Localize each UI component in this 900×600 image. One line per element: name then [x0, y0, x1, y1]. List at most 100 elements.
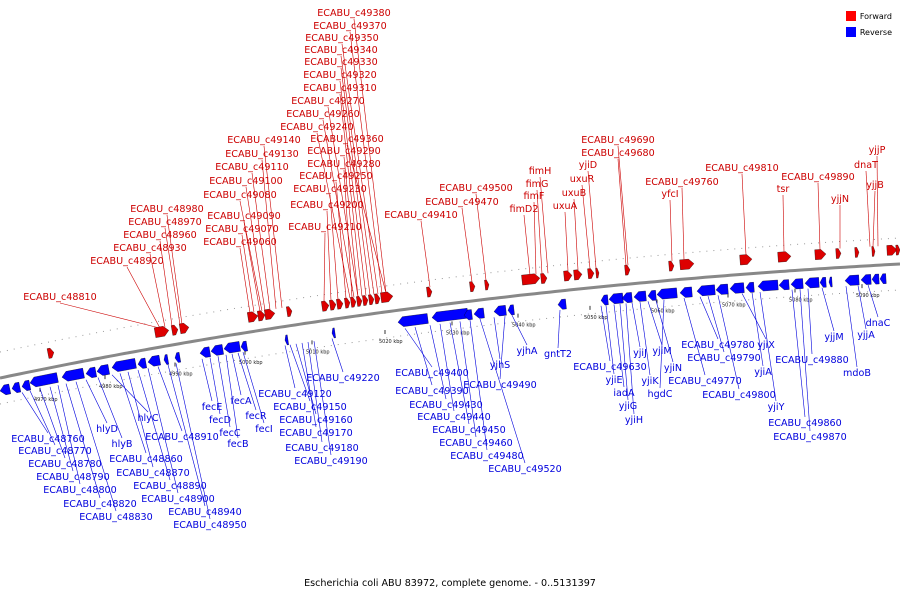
reverse-gene-label: ECABU_c48870: [116, 468, 190, 479]
forward-gene-label: ECABU_c49680: [581, 148, 655, 159]
reverse-gene-arrow: [331, 327, 336, 339]
label-leader-line: [799, 289, 811, 432]
forward-gene-label: ECABU_c49310: [303, 83, 377, 94]
reverse-gene-arrow: [819, 277, 827, 288]
reverse-gene-label: hlyC: [137, 413, 158, 424]
label-leader-line: [475, 193, 487, 281]
label-leader-line: [301, 342, 317, 428]
reverse-gene-arrow: [647, 290, 657, 301]
reverse-gene-arrow: [656, 287, 678, 300]
reverse-gene-label: yjiM: [652, 346, 671, 357]
reverse-gene-arrow: [844, 274, 860, 286]
tick-label: 5060 kbp: [651, 308, 675, 314]
legend-label-reverse: Reverse: [859, 27, 892, 37]
forward-gene-label: ECABU_c49760: [645, 177, 719, 188]
forward-gene-label: fimF: [524, 191, 545, 202]
label-leader-line: [523, 214, 531, 276]
reverse-gene-arrow: [729, 282, 745, 294]
reverse-gene-label: ECABU_c48760: [11, 434, 85, 445]
label-leader-line: [459, 321, 477, 438]
reverse-gene-arrow: [679, 286, 693, 298]
forward-gene-label: ECABU_c49270: [291, 96, 365, 107]
tick-label: 4990 kbp: [169, 371, 193, 377]
forward-gene-arrow: [178, 322, 190, 334]
reverse-gene-label: yjjA: [857, 330, 875, 341]
forward-gene-label: ECABU_c49110: [215, 162, 289, 173]
forward-gene-label: ECABU_c49690: [581, 135, 655, 146]
label-leader-line: [346, 144, 387, 293]
forward-gene-arrow: [595, 267, 600, 279]
forward-gene-label: yjjN: [831, 194, 849, 205]
label-leader-line: [404, 328, 433, 368]
forward-gene-arrow: [668, 260, 675, 272]
reverse-gene-label: fecE: [202, 402, 223, 413]
forward-gene-arrow: [286, 306, 293, 317]
reverse-gene-arrow: [633, 290, 647, 302]
label-leader-line: [97, 377, 123, 439]
label-leader-line: [479, 318, 526, 464]
label-leader-line: [49, 386, 74, 472]
reverse-gene-label: ECABU_c48780: [28, 459, 102, 470]
reverse-gene-arrow: [111, 358, 137, 372]
label-leader-line: [329, 194, 339, 300]
reverse-gene-label: ECABU_c49190: [294, 456, 368, 467]
reverse-gene-arrow: [61, 367, 85, 382]
label-leader-line: [817, 182, 821, 250]
reverse-gene-arrow: [240, 340, 248, 352]
reverse-gene-label: ECABU_c49180: [285, 443, 359, 454]
label-leader-line: [111, 374, 149, 413]
label-leader-line: [225, 354, 239, 439]
label-leader-line: [239, 200, 263, 312]
reverse-gene-label: yjiJ: [633, 348, 647, 359]
reverse-gene-label: yjiK: [641, 376, 659, 387]
label-leader-line: [201, 358, 213, 402]
label-leader-line: [166, 214, 183, 325]
forward-gene-label: ECABU_c49070: [205, 224, 279, 235]
reverse-gene-arrow: [790, 278, 804, 290]
reverse-gene-label: ECABU_c49520: [488, 464, 562, 475]
label-leader-line: [681, 187, 685, 261]
tick-label: 5010 kbp: [306, 349, 330, 355]
forward-gene-label: ECABU_c49130: [225, 149, 299, 160]
label-leader-line: [683, 298, 706, 376]
label-leader-line: [137, 369, 171, 481]
forward-gene-arrow: [854, 247, 860, 258]
label-leader-line: [167, 364, 206, 507]
label-leader-line: [625, 303, 635, 415]
label-leader-line: [284, 345, 296, 389]
forward-gene-label: ECABU_c49380: [317, 8, 391, 19]
label-leader-line: [242, 351, 265, 424]
reverse-gene-arrow: [608, 292, 624, 304]
label-leader-line: [782, 194, 785, 253]
reverse-gene-label: hlyB: [111, 439, 132, 450]
label-leader-line: [573, 198, 579, 271]
label-leader-line: [231, 353, 242, 396]
label-leader-line: [539, 176, 549, 274]
label-leader-line: [349, 31, 383, 294]
forward-gene-label: ECABU_c48930: [113, 243, 187, 254]
reverse-gene-arrow: [11, 381, 22, 393]
forward-gene-label: ECABU_c49810: [705, 163, 779, 174]
reverse-gene-label: fecC: [219, 428, 241, 439]
forward-gene-label: ECABU_c49320: [303, 70, 377, 81]
tick-label: 5030 kbp: [446, 330, 470, 336]
label-leader-line: [759, 291, 777, 402]
label-leader-line: [617, 158, 627, 266]
label-leader-line: [241, 234, 255, 313]
label-leader-line: [65, 383, 101, 499]
reverse-gene-arrow: [493, 305, 507, 317]
legend-item-forward: Forward: [845, 8, 892, 24]
reverse-gene-label: ECABU_c49860: [768, 418, 842, 429]
label-leader-line: [353, 18, 387, 293]
label-leader-line: [617, 145, 629, 266]
label-leader-line: [655, 300, 674, 363]
reverse-gene-label: fecD: [209, 415, 231, 426]
label-leader-line: [119, 373, 147, 454]
forward-gene-arrow: [563, 270, 573, 282]
genome-caption: Escherichia coli ABU 83972, complete gen…: [304, 578, 596, 589]
forward-gene-label: uxuR: [570, 174, 595, 185]
forward-gene-arrow: [886, 245, 898, 256]
reverse-gene-label: ECABU_c49400: [395, 368, 469, 379]
label-leader-line: [295, 343, 317, 415]
